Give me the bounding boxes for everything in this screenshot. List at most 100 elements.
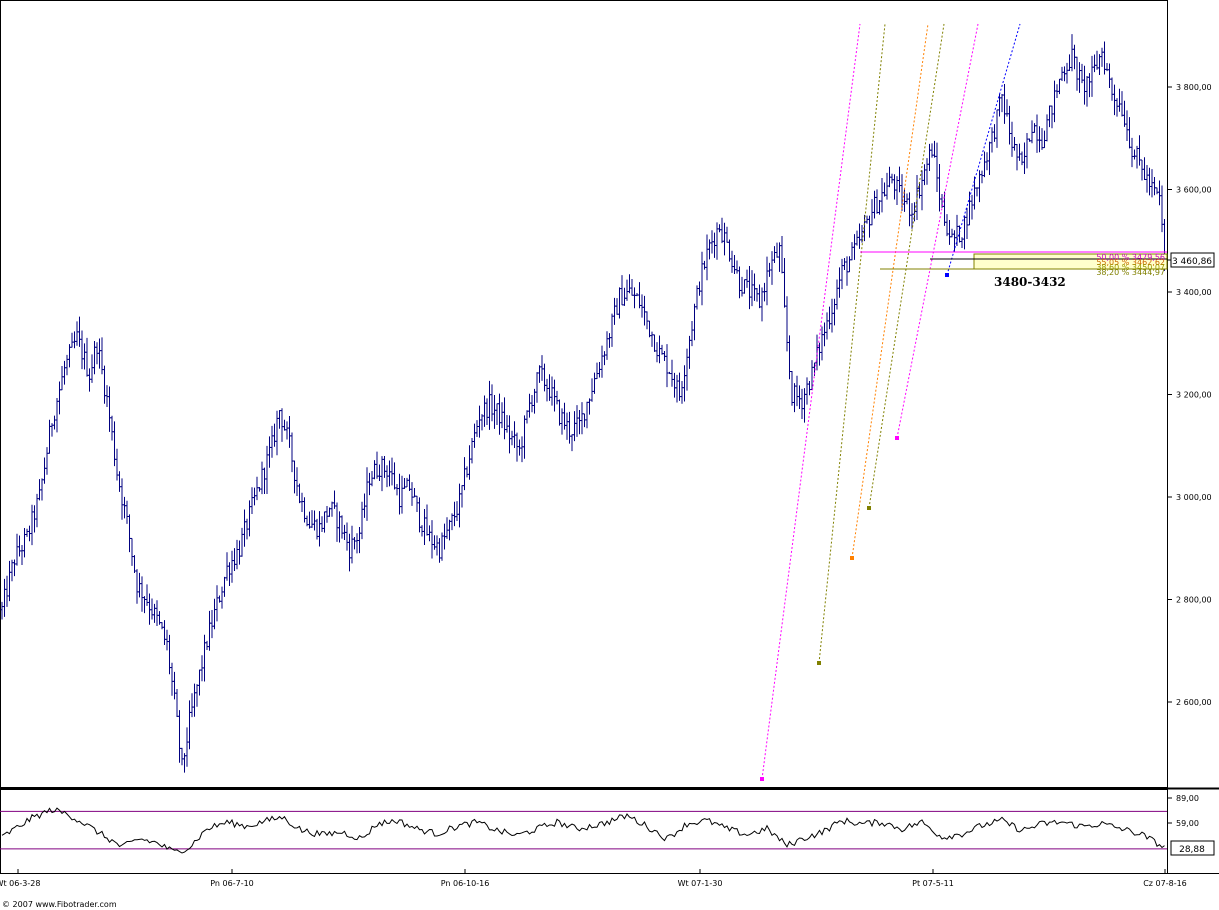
price-bar bbox=[800, 388, 804, 419]
y-tick-label: 2 800,00 bbox=[1176, 596, 1212, 605]
fan-line bbox=[896, 23, 979, 439]
price-bar bbox=[1125, 110, 1129, 142]
price-axis: 3 800,00 3 600,00 3 400,00 3 200,00 3 000,00… bbox=[1167, 83, 1212, 707]
fib-level-label: 38,60 % 3450,07 bbox=[1096, 263, 1165, 272]
price-bar bbox=[460, 485, 464, 508]
price-bar bbox=[435, 535, 439, 556]
price-bar bbox=[745, 269, 749, 288]
price-bar bbox=[805, 377, 809, 405]
price-bars bbox=[0, 34, 1166, 773]
price-bar bbox=[103, 365, 106, 404]
price-bar bbox=[580, 402, 584, 435]
price-bar bbox=[780, 236, 784, 274]
price-bar bbox=[665, 344, 669, 388]
price-bar bbox=[603, 351, 606, 366]
price-bar bbox=[520, 436, 524, 463]
price-bar bbox=[8, 560, 11, 602]
price-bar bbox=[573, 411, 576, 442]
price-bar bbox=[553, 379, 556, 412]
x-tick-label: Wt 07-1-30 bbox=[678, 879, 723, 888]
fan-line bbox=[868, 23, 945, 509]
price-bar bbox=[653, 334, 656, 352]
price-bar bbox=[330, 501, 334, 517]
price-bar bbox=[18, 535, 21, 557]
price-bar bbox=[638, 282, 641, 309]
price-bar bbox=[1023, 142, 1026, 175]
price-bar bbox=[310, 510, 314, 528]
price-bar bbox=[703, 260, 706, 270]
price-bar bbox=[490, 384, 494, 422]
price-bar bbox=[398, 473, 401, 515]
price-bar bbox=[130, 537, 134, 566]
price-bar bbox=[423, 509, 426, 546]
price-bar bbox=[690, 321, 694, 347]
price-bar bbox=[1003, 83, 1006, 124]
rsi-line bbox=[1, 807, 1165, 854]
price-bar bbox=[98, 338, 101, 369]
price-bar bbox=[133, 555, 136, 574]
rsi-indicator bbox=[0, 807, 1167, 854]
price-bar bbox=[640, 294, 644, 318]
price-bar bbox=[785, 296, 789, 352]
price-bar bbox=[375, 451, 379, 479]
price-bar bbox=[48, 419, 51, 454]
price-bar bbox=[58, 381, 61, 415]
price-bar bbox=[705, 234, 709, 281]
price-bar bbox=[790, 370, 794, 406]
price-bar bbox=[765, 256, 769, 306]
price-bar bbox=[950, 228, 954, 238]
price-bar bbox=[298, 483, 301, 504]
price-bar bbox=[478, 405, 481, 438]
price-bar bbox=[213, 598, 216, 630]
price-bar bbox=[65, 354, 69, 376]
price-bar bbox=[498, 393, 501, 435]
price-bar bbox=[948, 220, 951, 245]
last-price-label: 3 460,86 bbox=[1172, 257, 1212, 267]
price-bar bbox=[720, 217, 724, 244]
price-bar bbox=[630, 278, 634, 296]
price-bar bbox=[230, 550, 234, 583]
price-bar bbox=[140, 576, 144, 612]
price-bar bbox=[1158, 180, 1161, 206]
price-bar bbox=[620, 275, 624, 306]
price-bar bbox=[843, 258, 846, 271]
price-bar bbox=[585, 401, 589, 429]
price-bar bbox=[235, 539, 239, 570]
price-bar bbox=[75, 321, 79, 346]
price-bar bbox=[220, 586, 224, 609]
price-bar bbox=[883, 182, 886, 197]
price-bar bbox=[753, 273, 756, 301]
price-bar bbox=[693, 303, 696, 341]
price-bar bbox=[560, 408, 564, 435]
price-bar bbox=[875, 189, 879, 214]
price-bar bbox=[658, 335, 661, 364]
price-bar bbox=[155, 600, 159, 627]
price-bar bbox=[550, 376, 554, 406]
price-bar bbox=[1040, 128, 1044, 150]
price-bar bbox=[848, 256, 851, 273]
price-bar bbox=[475, 420, 479, 438]
price-bar bbox=[115, 448, 119, 481]
price-bar bbox=[965, 207, 969, 240]
price-bar bbox=[410, 482, 414, 506]
fan-line bbox=[761, 23, 861, 780]
price-bar bbox=[395, 483, 399, 496]
price-bar bbox=[275, 410, 279, 456]
price-bar bbox=[783, 257, 786, 308]
price-bar bbox=[240, 527, 244, 557]
price-bar bbox=[188, 700, 191, 750]
price-bar bbox=[1128, 117, 1131, 149]
price-bar bbox=[430, 520, 434, 559]
price-bar bbox=[643, 295, 646, 326]
price-bar bbox=[70, 332, 74, 348]
price-bar bbox=[338, 511, 341, 543]
price-bar bbox=[683, 365, 686, 402]
price-bar bbox=[458, 483, 461, 528]
price-bar bbox=[1145, 164, 1149, 193]
price-bar bbox=[60, 366, 64, 391]
price-bar bbox=[123, 496, 126, 519]
price-bar bbox=[508, 415, 511, 454]
price-bar bbox=[873, 190, 876, 219]
price-bar bbox=[983, 151, 986, 178]
